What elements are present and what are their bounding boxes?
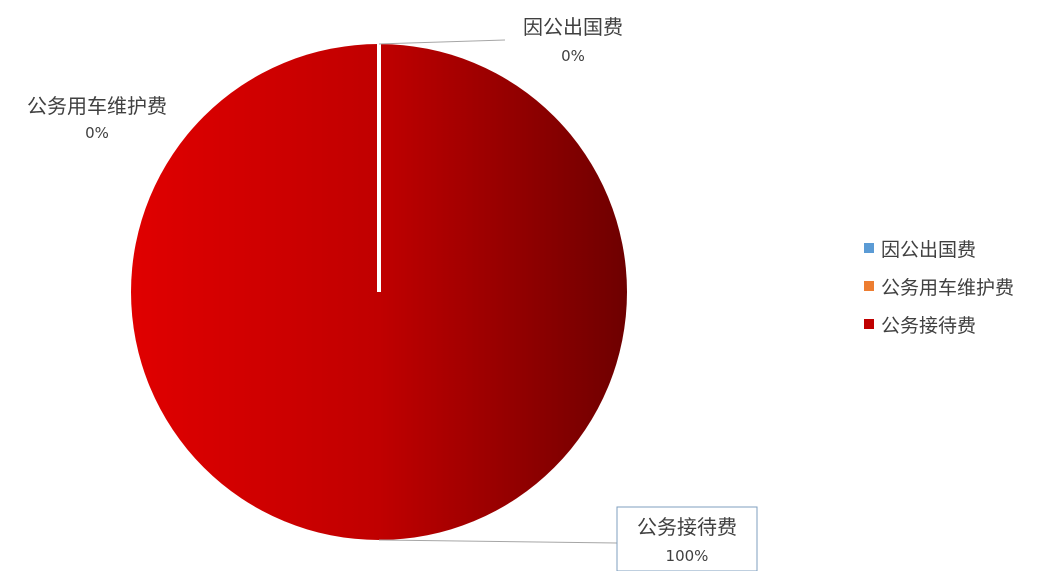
pie-slices bbox=[131, 44, 627, 540]
legend-item: 公务接待费 bbox=[864, 305, 1014, 343]
legend-label: 公务用车维护费 bbox=[881, 276, 1015, 299]
data-label-percent: 0% bbox=[561, 47, 585, 65]
legend-item: 因公出国费 bbox=[864, 229, 1014, 267]
leader-line bbox=[378, 39, 506, 45]
legend-swatch bbox=[864, 319, 874, 329]
legend-label: 公务接待费 bbox=[881, 314, 977, 337]
legend-swatch bbox=[864, 243, 874, 253]
data-label-box bbox=[616, 506, 758, 571]
leader-line bbox=[378, 539, 618, 544]
legend-swatch bbox=[864, 281, 874, 291]
legend-label: 因公出国费 bbox=[881, 238, 977, 261]
legend: 因公出国费 公务用车维护费 公务接待费 bbox=[864, 229, 1014, 343]
data-label-category: 公务接待费 bbox=[637, 515, 737, 539]
data-labels: 因公出国费 0% 公务用车维护费 0% 公务接待费 100% bbox=[27, 15, 758, 571]
data-label-category: 公务用车维护费 bbox=[27, 94, 167, 118]
data-label-category: 因公出国费 bbox=[523, 15, 623, 39]
leader-lines bbox=[378, 39, 618, 544]
data-label-percent: 100% bbox=[666, 547, 709, 565]
legend-item: 公务用车维护费 bbox=[864, 267, 1014, 305]
data-label-percent: 0% bbox=[85, 124, 109, 142]
